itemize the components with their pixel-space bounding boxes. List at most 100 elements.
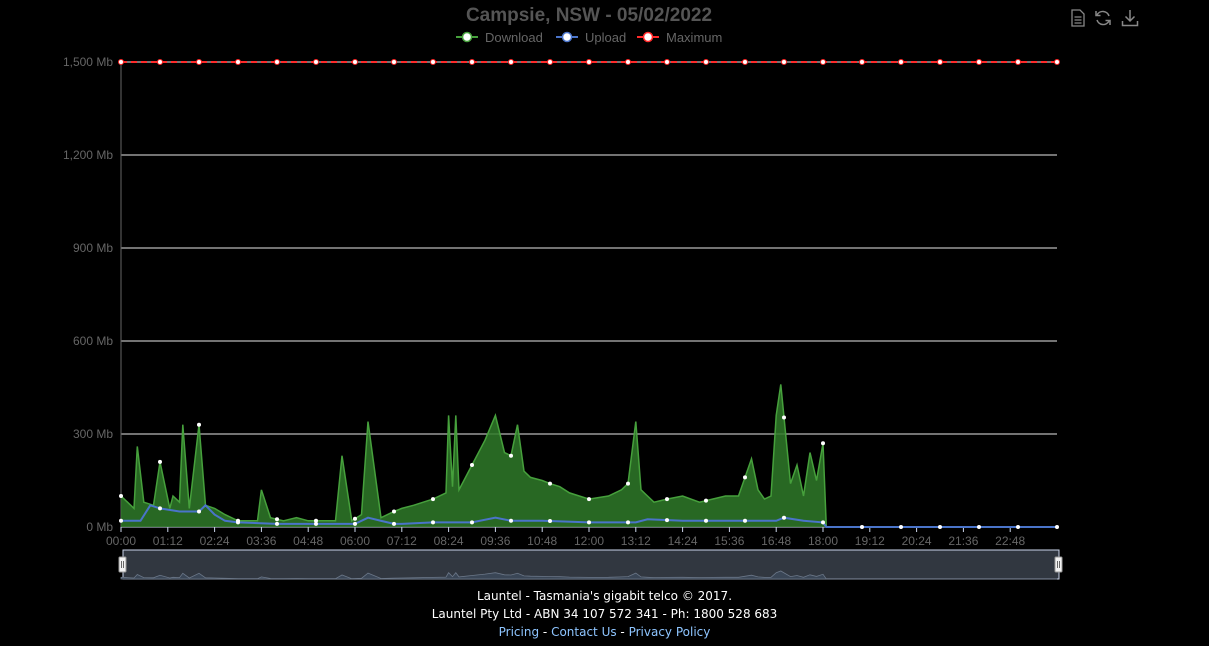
upload-marker bbox=[938, 525, 942, 529]
download-marker bbox=[548, 481, 552, 486]
legend-symbol-marker bbox=[461, 31, 473, 43]
maximum-marker bbox=[118, 59, 124, 65]
legend-item-download[interactable]: Download bbox=[456, 30, 543, 45]
navigator-handle-right[interactable] bbox=[1054, 556, 1063, 573]
download-marker bbox=[353, 516, 357, 521]
upload-marker bbox=[431, 520, 435, 525]
x-tick-label: 16:48 bbox=[761, 534, 791, 548]
footer-copyright: Launtel - Tasmania's gigabit telco © 201… bbox=[476, 589, 733, 603]
upload-marker bbox=[977, 525, 981, 529]
legend[interactable]: Download Upload Maximum bbox=[456, 30, 722, 45]
maximum-marker bbox=[547, 59, 553, 65]
handle-body bbox=[1054, 556, 1063, 573]
x-tick-label: 18:00 bbox=[808, 534, 838, 548]
maximum-marker bbox=[235, 59, 241, 65]
legend-item-upload[interactable]: Upload bbox=[556, 30, 626, 45]
y-tick-label: 1,200 Mb bbox=[63, 148, 113, 162]
download-marker bbox=[821, 441, 825, 446]
refresh-icon[interactable] bbox=[1093, 8, 1113, 28]
plot-area[interactable] bbox=[118, 59, 1060, 530]
upload-marker bbox=[743, 518, 747, 523]
handle-body bbox=[118, 556, 127, 573]
upload-marker bbox=[665, 518, 669, 523]
maximum-marker bbox=[820, 59, 826, 65]
x-tick-label: 21:36 bbox=[948, 534, 978, 548]
maximum-marker bbox=[1054, 59, 1060, 65]
download-marker bbox=[392, 509, 396, 514]
legend-label: Maximum bbox=[666, 30, 722, 45]
upload-marker bbox=[197, 509, 201, 514]
x-tick-label: 08:24 bbox=[434, 534, 464, 548]
download-marker bbox=[509, 453, 513, 458]
legend-label: Upload bbox=[585, 30, 626, 45]
footer-company: Launtel Pty Ltd - ABN 34 107 572 341 - P… bbox=[431, 607, 778, 621]
legend-symbol-marker bbox=[561, 31, 573, 43]
maximum-marker bbox=[703, 59, 709, 65]
download-marker bbox=[431, 497, 435, 502]
maximum-marker bbox=[157, 59, 163, 65]
download-marker bbox=[626, 481, 630, 486]
x-tick-label: 00:00 bbox=[106, 534, 136, 548]
x-tick-label: 10:48 bbox=[527, 534, 557, 548]
download-line[interactable] bbox=[120, 384, 1057, 528]
x-axis: 00:00 01:12 02:24 03:36 04:48 06:00 07:12 08:24… bbox=[106, 526, 1057, 548]
privacy-policy-link[interactable]: Privacy Policy bbox=[628, 625, 711, 639]
maximum-marker bbox=[352, 59, 358, 65]
x-tick-label: 13:12 bbox=[621, 534, 651, 548]
download-marker bbox=[470, 463, 474, 467]
contact-us-link[interactable]: Contact Us bbox=[551, 625, 617, 639]
x-tick-label: 07:12 bbox=[387, 534, 417, 548]
download-marker bbox=[782, 415, 786, 420]
maximum-marker bbox=[1015, 59, 1021, 65]
upload-marker bbox=[899, 525, 903, 529]
upload-marker bbox=[470, 520, 474, 525]
y-tick-label: 0 Mb bbox=[86, 520, 113, 534]
legend-symbol-marker bbox=[642, 31, 654, 43]
navigator-mask[interactable] bbox=[122, 549, 1060, 580]
download-area[interactable] bbox=[121, 384, 1057, 527]
x-tick-label: 12:00 bbox=[574, 534, 604, 548]
upload-marker bbox=[509, 518, 513, 523]
download-marker bbox=[119, 494, 123, 498]
link-separator: - bbox=[616, 625, 629, 639]
upload-marker bbox=[392, 521, 396, 526]
maximum-marker bbox=[313, 59, 319, 65]
y-tick-label: 300 Mb bbox=[73, 427, 113, 441]
x-tick-label: 14:24 bbox=[668, 534, 698, 548]
upload-marker bbox=[1016, 525, 1020, 529]
maximum-marker bbox=[625, 59, 631, 65]
legend-label: Download bbox=[485, 30, 543, 45]
upload-marker bbox=[704, 518, 708, 523]
maximum-marker bbox=[430, 59, 436, 65]
upload-marker bbox=[860, 525, 864, 529]
navigator[interactable] bbox=[118, 549, 1063, 580]
maximum-marker bbox=[898, 59, 904, 65]
maximum-marker bbox=[937, 59, 943, 65]
download-marker bbox=[158, 459, 162, 464]
navigator-handle-left[interactable] bbox=[118, 556, 127, 573]
x-tick-label: 15:36 bbox=[714, 534, 744, 548]
upload-marker bbox=[275, 521, 279, 526]
x-tick-label: 02:24 bbox=[200, 534, 230, 548]
document-icon[interactable] bbox=[1068, 8, 1088, 28]
x-tick-label: 09:36 bbox=[480, 534, 510, 548]
y-tick-label: 900 Mb bbox=[73, 241, 113, 255]
download-icon[interactable] bbox=[1120, 8, 1140, 28]
maximum-marker bbox=[742, 59, 748, 65]
maximum-marker bbox=[781, 59, 787, 65]
upload-marker bbox=[782, 515, 786, 520]
download-marker bbox=[587, 497, 591, 502]
y-tick-label: 600 Mb bbox=[73, 334, 113, 348]
maximum-marker bbox=[859, 59, 865, 65]
x-tick-label: 22:48 bbox=[995, 534, 1025, 548]
pricing-link[interactable]: Pricing bbox=[498, 625, 540, 639]
x-tick-label: 01:12 bbox=[153, 534, 183, 548]
x-tick-label: 19:12 bbox=[855, 534, 885, 548]
maximum-marker bbox=[469, 59, 475, 65]
upload-line[interactable] bbox=[121, 503, 1057, 528]
maximum-marker bbox=[586, 59, 592, 65]
y-axis: 0 Mb 300 Mb 600 Mb 900 Mb 1,200 Mb 1,500 Mb bbox=[63, 55, 122, 534]
upload-marker bbox=[236, 520, 240, 525]
maximum-marker bbox=[664, 59, 670, 65]
legend-item-maximum[interactable]: Maximum bbox=[637, 30, 722, 45]
